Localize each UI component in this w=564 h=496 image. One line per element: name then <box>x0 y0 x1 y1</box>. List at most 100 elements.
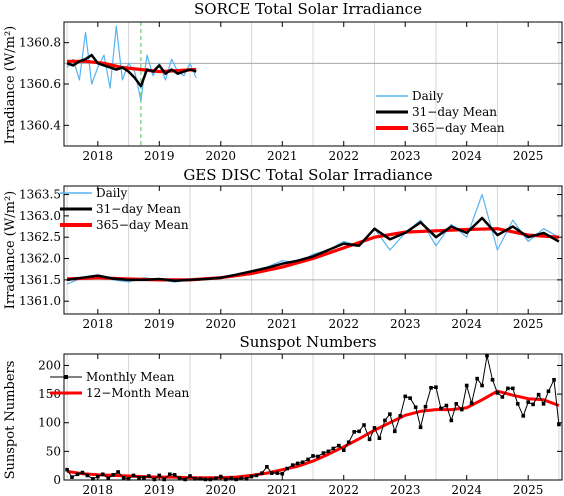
panel2-ylabel: Irradiance (W/m²) <box>3 191 18 309</box>
panel3-plot: 200 150 100 50 0 2018 2019 2020 2021 2022 2023 2024… <box>38 353 563 496</box>
ytick-label: 1360.6 <box>19 77 61 91</box>
data-point <box>326 449 331 454</box>
series-line-1 <box>66 53 197 88</box>
ytick-label: 1361.0 <box>19 294 61 308</box>
data-point <box>295 461 300 466</box>
data-point <box>464 383 469 388</box>
data-point <box>454 402 459 406</box>
data-point <box>275 471 280 475</box>
data-point <box>234 477 238 482</box>
data-point <box>459 407 464 412</box>
data-point <box>413 405 418 410</box>
data-point <box>285 466 289 471</box>
data-point <box>388 412 392 416</box>
data-point <box>526 400 530 404</box>
data-point <box>511 386 515 391</box>
data-point <box>444 403 449 408</box>
data-point <box>490 377 495 382</box>
data-point <box>469 401 474 406</box>
data-point <box>331 446 336 451</box>
data-point <box>193 477 197 481</box>
data-point <box>367 437 372 442</box>
data-point <box>311 454 315 458</box>
data-point <box>316 454 320 459</box>
data-point <box>244 477 249 481</box>
data-point <box>423 404 428 409</box>
data-point <box>449 418 454 423</box>
panel2-plot: 1363.5 1363.0 1362.5 1362.0 1361.5 1361.0 2018… <box>19 185 563 331</box>
ytick-label: 1362.5 <box>19 230 61 244</box>
xtick-label: 2021 <box>267 317 298 331</box>
legend-label: 31−day Mean <box>96 202 181 216</box>
data-point <box>485 353 489 358</box>
data-point <box>500 395 505 399</box>
data-point <box>65 467 69 472</box>
ytick-label: 1363.5 <box>19 188 61 202</box>
ytick-label: 1360.8 <box>19 36 61 50</box>
data-point <box>131 473 136 478</box>
xtick-label: 2020 <box>206 149 237 163</box>
data-point <box>506 386 510 391</box>
data-point <box>357 429 361 434</box>
ytick-label: 1361.5 <box>19 273 61 287</box>
data-point <box>167 472 172 477</box>
data-point <box>552 377 556 382</box>
xtick-label: 2025 <box>513 483 544 496</box>
panel2-title: GES DISC Total Solar Irradiance <box>183 166 432 184</box>
data-point <box>121 475 126 480</box>
xtick-label: 2019 <box>144 317 175 331</box>
data-point <box>300 460 305 465</box>
data-point <box>229 476 234 481</box>
xtick-label: 2025 <box>513 317 544 331</box>
data-point <box>265 465 269 469</box>
data-point <box>290 463 295 467</box>
xtick-label: 2022 <box>328 317 359 331</box>
data-point <box>254 473 259 478</box>
data-point <box>172 473 177 477</box>
data-point <box>116 470 120 474</box>
legend-marker <box>64 375 68 379</box>
data-point <box>162 477 167 482</box>
data-point <box>434 385 438 390</box>
xtick-label: 2019 <box>144 483 175 496</box>
data-point <box>249 474 254 479</box>
legend-label: Monthly Mean <box>86 370 175 384</box>
data-point <box>91 477 95 481</box>
ytick-label: 150 <box>38 387 61 401</box>
data-point <box>188 474 192 478</box>
data-point <box>239 476 243 481</box>
data-point <box>429 385 433 390</box>
data-point <box>546 389 551 394</box>
data-point <box>321 451 326 455</box>
data-point <box>557 422 561 427</box>
data-point <box>398 414 403 418</box>
xtick-label: 2024 <box>451 483 482 496</box>
panel3-title: Sunspot Numbers <box>239 333 376 351</box>
xtick-label: 2023 <box>390 149 421 163</box>
xtick-label: 2023 <box>390 483 421 496</box>
data-point <box>475 376 479 381</box>
data-point <box>177 476 182 481</box>
data-point <box>418 425 423 430</box>
data-point <box>80 470 85 475</box>
data-point <box>280 471 285 476</box>
plot-frame <box>63 185 563 315</box>
legend-label: 12−Month Mean <box>86 386 189 400</box>
xtick-label: 2023 <box>390 317 421 331</box>
ytick-label: 1362.0 <box>19 252 61 266</box>
data-point <box>377 436 382 440</box>
data-point <box>208 477 213 482</box>
data-point <box>85 473 90 478</box>
data-point <box>203 477 208 482</box>
xtick-label: 2020 <box>206 317 237 331</box>
data-point <box>341 448 346 453</box>
legend-label: Daily <box>412 89 443 103</box>
xtick-label: 2025 <box>513 149 544 163</box>
data-point <box>337 443 341 448</box>
data-point <box>352 430 356 434</box>
data-point <box>223 477 228 482</box>
data-point <box>270 471 274 475</box>
data-point <box>439 406 443 411</box>
legend-label: 31−day Mean <box>412 105 497 119</box>
